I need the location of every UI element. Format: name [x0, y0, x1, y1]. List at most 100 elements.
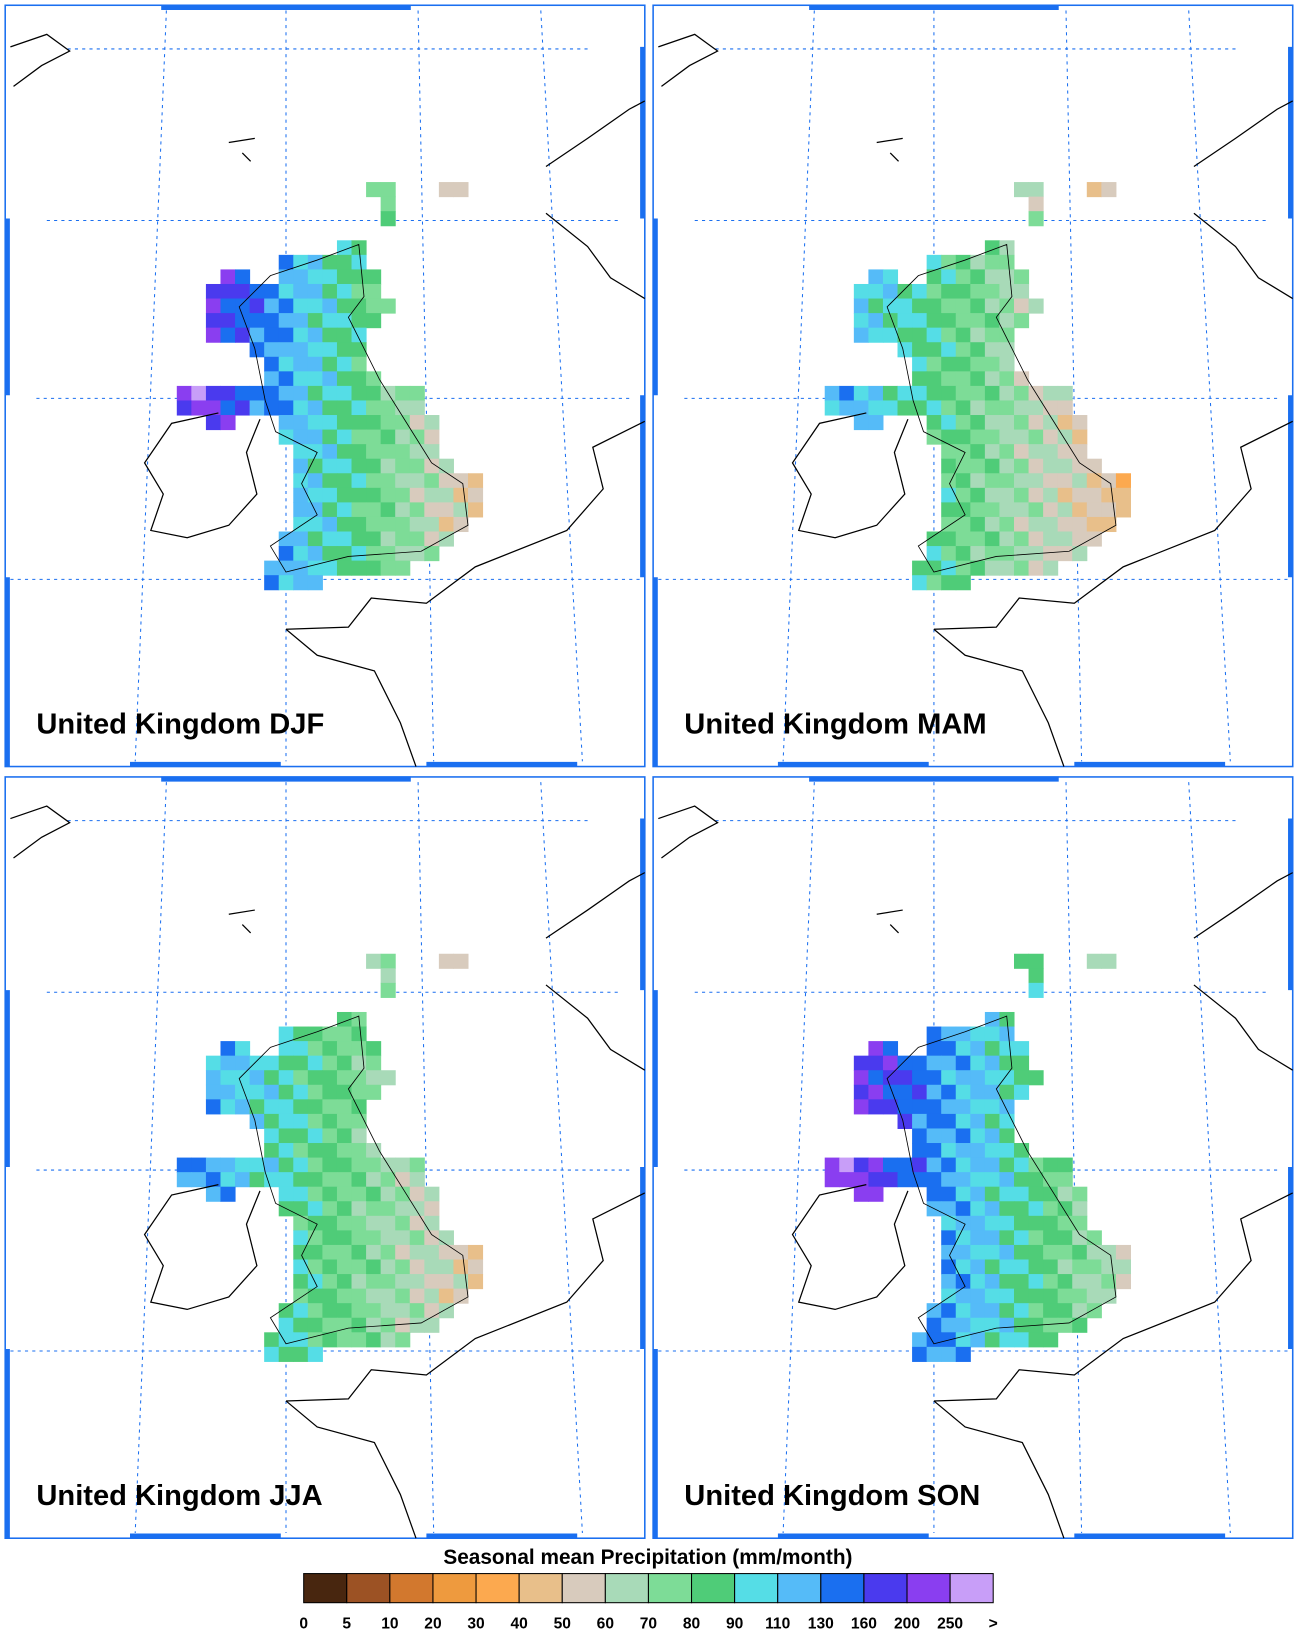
precip-cell	[409, 458, 425, 474]
precip-cell	[293, 1055, 309, 1071]
precip-cell	[322, 1070, 338, 1086]
precip-cell	[853, 1084, 869, 1100]
precip-cell	[336, 1055, 353, 1071]
precip-cell	[293, 1215, 309, 1231]
precip-cell	[984, 385, 1000, 401]
precip-cell	[882, 298, 899, 314]
precip-cell	[1028, 531, 1044, 547]
precip-cell	[1014, 516, 1030, 533]
precip-cell	[999, 546, 1015, 562]
precip-cell	[438, 1288, 454, 1304]
precip-cell	[307, 342, 323, 358]
precip-cell	[235, 1157, 251, 1173]
precip-cell	[176, 400, 192, 416]
precip-cell	[1014, 1288, 1030, 1304]
precip-cell	[293, 1084, 309, 1100]
precip-cell	[1028, 458, 1044, 474]
precip-cell	[941, 1274, 957, 1290]
precip-cell	[897, 1055, 913, 1071]
precip-cell	[941, 342, 957, 358]
precip-cell	[366, 516, 382, 533]
precip-cell	[1014, 1041, 1030, 1057]
precip-cell	[264, 1099, 280, 1115]
coastline	[545, 100, 646, 167]
precip-cell	[380, 531, 396, 547]
precip-cell	[912, 575, 928, 591]
precip-cell	[293, 502, 309, 518]
precip-cell	[984, 283, 1000, 300]
precip-cell	[366, 1157, 382, 1173]
colorbar-label: 90	[726, 1616, 744, 1633]
precip-cell	[984, 254, 1000, 270]
precip-cell	[1043, 1230, 1059, 1246]
precip-cell	[307, 385, 323, 401]
precip-cell	[984, 1244, 1000, 1261]
precip-cell	[999, 458, 1015, 474]
coastline	[933, 420, 1293, 630]
precip-cell	[205, 1070, 221, 1086]
precip-cell	[1014, 1332, 1030, 1348]
precip-cell	[424, 502, 440, 518]
precip-cell	[351, 560, 367, 576]
precip-cell	[999, 1041, 1015, 1057]
colorbar-label: 50	[554, 1616, 572, 1633]
precip-cell	[322, 1099, 338, 1115]
precip-cell	[380, 968, 396, 984]
precip-cell	[278, 371, 294, 387]
precip-cell	[941, 283, 957, 300]
precip-cell	[853, 415, 869, 431]
precip-cell	[220, 1041, 236, 1057]
precip-cell	[424, 415, 440, 431]
precip-cell	[955, 269, 971, 285]
precip-cell	[395, 1317, 411, 1333]
precip-cell	[322, 327, 338, 343]
precip-cell	[351, 444, 367, 460]
precip-cell	[264, 313, 280, 329]
precip-cell	[395, 1259, 411, 1275]
precip-cell	[322, 342, 338, 358]
colorbar-box	[949, 1573, 994, 1604]
precip-cell	[1057, 1259, 1073, 1275]
precip-cell	[984, 546, 1000, 562]
precip-cell	[205, 313, 221, 329]
precip-cell	[336, 1303, 353, 1319]
precip-cell	[438, 516, 454, 533]
precip-cell	[220, 1172, 236, 1188]
precip-cell	[307, 560, 323, 576]
precip-cell	[912, 385, 928, 401]
precip-cell	[984, 502, 1000, 518]
precip-cell	[926, 1143, 942, 1159]
precip-cell	[322, 400, 338, 416]
precip-cell	[468, 1244, 484, 1261]
precip-cell	[1028, 516, 1044, 533]
precip-cell	[955, 415, 971, 431]
precip-cell	[307, 487, 323, 503]
precip-cell	[293, 1172, 309, 1188]
precip-cell	[307, 313, 323, 329]
precip-cell	[293, 356, 309, 372]
colorbar-box	[820, 1573, 865, 1604]
precip-cell	[380, 182, 396, 198]
precip-cell	[235, 1070, 251, 1086]
precip-cell	[984, 1303, 1000, 1319]
precip-cell	[882, 313, 899, 329]
precip-cell	[220, 298, 236, 314]
precip-cell	[1014, 458, 1030, 474]
precip-cell	[955, 400, 971, 416]
precip-cell	[1014, 560, 1030, 576]
precip-cell	[853, 400, 869, 416]
precip-cell	[409, 1230, 425, 1246]
precip-cell	[999, 516, 1015, 533]
precip-cell	[351, 1026, 367, 1042]
precip-cell	[278, 1332, 294, 1348]
precip-cell	[1072, 516, 1088, 533]
precip-cell	[293, 531, 309, 547]
precip-cell	[409, 1215, 425, 1231]
precip-cell	[926, 1332, 942, 1348]
precip-cell	[220, 1099, 236, 1115]
precip-cell	[322, 560, 338, 576]
precip-cell	[366, 1244, 382, 1261]
precip-cell	[395, 1230, 411, 1246]
precip-cell	[1028, 1230, 1044, 1246]
precip-cell	[235, 400, 251, 416]
